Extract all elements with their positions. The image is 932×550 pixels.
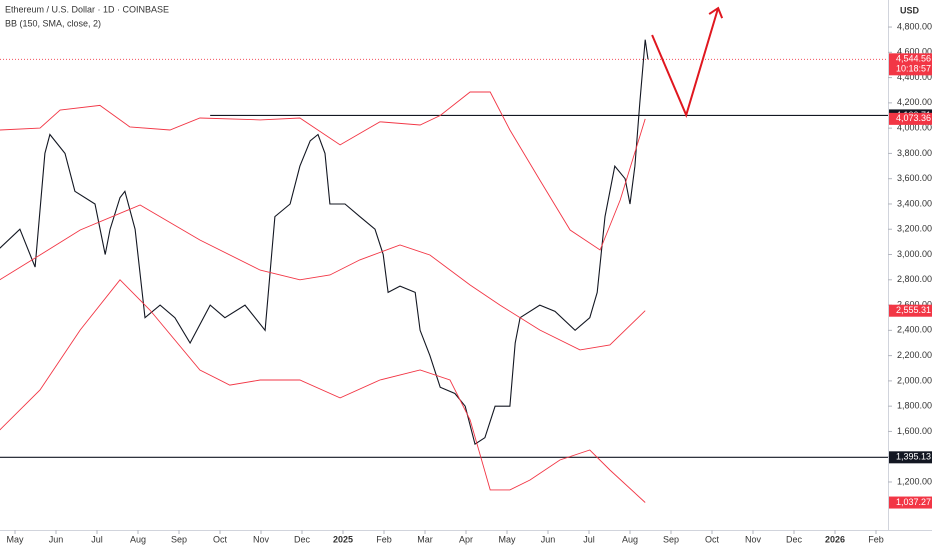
y-tick-label: 2,600.00: [897, 299, 932, 309]
arrow-head: [708, 6, 724, 19]
price-tag: [889, 53, 932, 76]
y-tick-label: 2,000.00: [897, 375, 932, 385]
x-tick-label: Sep: [663, 534, 679, 544]
x-tick-label: May: [6, 534, 24, 544]
price-tag-label: 1,395.13: [896, 452, 931, 462]
x-tick-label: Dec: [294, 534, 311, 544]
x-tick-label: Jun: [541, 534, 556, 544]
price-tag: [889, 112, 932, 125]
y-tick-label: 3,600.00: [897, 173, 932, 183]
y-tick-label: 2,200.00: [897, 350, 932, 360]
y-tick-label: 4,400.00: [897, 72, 932, 82]
x-tick-label: May: [498, 534, 516, 544]
y-tick-label: 4,200.00: [897, 97, 932, 107]
price-tag-label: 1,037.27: [896, 497, 931, 507]
y-tick-label: 4,800.00: [897, 21, 932, 31]
y-tick-label: 4,000.00: [897, 123, 932, 133]
price-line: [0, 39, 649, 445]
price-tag-label: 4,073.36: [896, 113, 931, 123]
y-tick-label: 1,200.00: [897, 476, 932, 486]
x-tick-label: Mar: [417, 534, 433, 544]
x-tick-label: Jul: [583, 534, 595, 544]
y-tick-label: 3,200.00: [897, 224, 932, 234]
x-tick-label: Apr: [459, 534, 473, 544]
y-tick-label: 3,000.00: [897, 249, 932, 259]
price-tag: [889, 496, 932, 509]
x-tick-label: Jun: [49, 534, 64, 544]
x-tick-label: Sep: [171, 534, 187, 544]
bollinger-band: [0, 279, 646, 503]
chart-title: Ethereum / U.S. Dollar · 1D · COINBASE: [5, 4, 169, 14]
x-tick-label: Feb: [868, 534, 884, 544]
x-tick-label: 2026: [825, 534, 845, 544]
y-tick-label: 3,800.00: [897, 148, 932, 158]
x-tick-label: Jul: [91, 534, 103, 544]
x-tick-label: Oct: [705, 534, 720, 544]
y-tick-label: 2,800.00: [897, 274, 932, 284]
price-tag-label: 2,555.31: [896, 305, 931, 315]
bollinger-band: [0, 204, 646, 351]
countdown: 10:18:57: [896, 64, 931, 74]
price-tag-label: 4,544.56: [896, 54, 931, 64]
x-tick-label: Feb: [376, 534, 392, 544]
x-tick-label: Nov: [745, 534, 762, 544]
x-tick-label: Dec: [786, 534, 803, 544]
bollinger-band: [0, 91, 646, 251]
currency-label: USD: [900, 5, 920, 15]
indicator-label: BB (150, SMA, close, 2): [5, 18, 101, 28]
price-tag: [889, 304, 932, 317]
price-tag: [889, 451, 932, 464]
x-tick-label: 2025: [333, 534, 353, 544]
x-tick-label: Aug: [130, 534, 146, 544]
x-tick-label: Nov: [253, 534, 270, 544]
y-tick-label: 3,400.00: [897, 198, 932, 208]
y-tick-label: 4,600.00: [897, 47, 932, 57]
y-tick-label: 1,800.00: [897, 401, 932, 411]
x-tick-label: Oct: [213, 534, 228, 544]
x-tick-label: Aug: [622, 534, 638, 544]
y-tick-label: 2,400.00: [897, 325, 932, 335]
y-tick-label: 1,600.00: [897, 426, 932, 436]
projection-arrow: [651, 7, 720, 118]
